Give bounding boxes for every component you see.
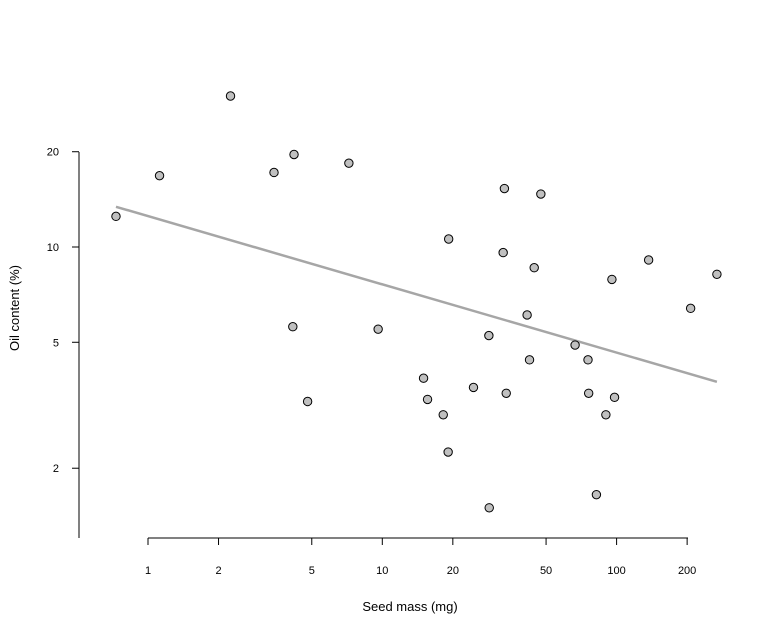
data-point-2 — [225, 91, 236, 101]
data-point-29 — [607, 274, 617, 285]
x-tick-label: 1 — [145, 565, 151, 577]
data-point-32 — [685, 303, 696, 314]
x-axis-title: Seed mass (mg) — [362, 599, 457, 614]
y-axis: 2 5 10 20 — [47, 147, 80, 538]
regression-line — [115, 205, 718, 384]
data-point-12 — [443, 234, 454, 244]
data-point-3 — [269, 167, 279, 178]
data-point-19 — [501, 388, 511, 398]
y-tick-label: 20 — [47, 147, 59, 159]
data-point-31 — [643, 255, 654, 265]
data-point-25 — [583, 355, 593, 365]
data-point-22 — [529, 263, 539, 273]
data-point-21 — [524, 355, 535, 365]
data-point-6 — [302, 396, 313, 407]
plot-area — [111, 91, 722, 513]
data-point-18 — [499, 183, 510, 194]
data-point-0 — [111, 211, 121, 222]
data-point-27 — [591, 489, 602, 500]
data-point-5 — [288, 321, 298, 332]
x-tick-label: 50 — [540, 565, 552, 577]
data-point-13 — [443, 447, 453, 457]
data-point-7 — [344, 158, 354, 168]
data-point-1 — [154, 170, 165, 181]
data-point-23 — [536, 189, 546, 199]
data-point-4 — [289, 149, 299, 160]
y-tick-label: 10 — [47, 242, 59, 254]
y-tick-label: 5 — [53, 337, 59, 349]
data-point-24 — [570, 340, 580, 350]
data-point-28 — [601, 410, 611, 420]
data-point-9 — [418, 373, 429, 383]
data-point-26 — [583, 388, 594, 398]
x-tick-label: 100 — [607, 565, 625, 577]
x-tick-label: 5 — [309, 565, 315, 577]
x-tick-label: 2 — [215, 565, 221, 577]
data-point-20 — [522, 310, 532, 320]
data-point-14 — [468, 382, 479, 393]
data-point-16 — [484, 503, 494, 513]
y-axis-title: Oil content (%) — [7, 265, 22, 351]
data-point-33 — [712, 269, 722, 279]
x-tick-label: 10 — [376, 565, 388, 577]
data-point-8 — [373, 324, 383, 334]
data-point-11 — [438, 410, 448, 420]
y-tick-label: 2 — [53, 463, 59, 475]
x-tick-label: 20 — [447, 565, 459, 577]
data-point-30 — [609, 392, 620, 403]
data-point-17 — [498, 247, 508, 258]
data-point-15 — [484, 330, 494, 341]
x-tick-label: 200 — [678, 565, 696, 577]
data-point-10 — [422, 394, 433, 405]
x-axis: 1 2 5 10 20 50 100 200 — [145, 537, 696, 577]
